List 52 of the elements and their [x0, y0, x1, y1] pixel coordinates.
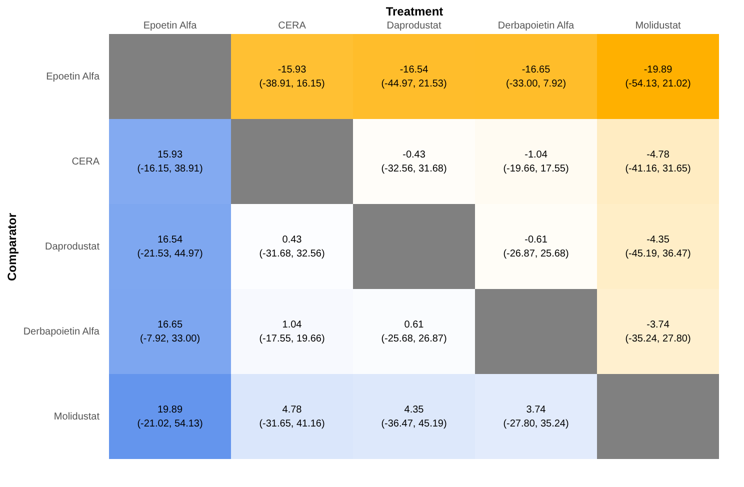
- y-tick-label: CERA: [72, 156, 100, 168]
- annotation: (-31.68, 32.56): [259, 248, 325, 260]
- annotation: (-21.02, 54.13): [137, 418, 203, 430]
- data-label: 16.65: [157, 320, 183, 330]
- x-tick-label: Derbapoietin Alfa: [498, 20, 575, 32]
- x-tick-label: Epoetin Alfa: [143, 20, 198, 32]
- data-label: -19.89: [644, 64, 673, 76]
- annotation: (-21.53, 44.97): [137, 248, 203, 260]
- annotation: (-16.15, 38.91): [137, 164, 203, 174]
- annotation: (-26.87, 25.68): [503, 248, 569, 260]
- data-label: 19.89: [157, 404, 183, 416]
- data-label: -0.43: [402, 150, 426, 160]
- annotation: (-54.13, 21.02): [625, 78, 691, 90]
- annotation: (-44.97, 21.53): [381, 78, 447, 90]
- data-label: 0.61: [404, 320, 424, 330]
- data-label: -16.54: [400, 64, 429, 76]
- data-label: 1.04: [282, 320, 302, 330]
- x-tick-label: Daprodustat: [386, 20, 442, 32]
- annotation: (-7.92, 33.00): [140, 334, 200, 344]
- annotation: (-33.00, 7.92): [506, 78, 566, 90]
- annotation: (-32.56, 31.68): [381, 164, 447, 174]
- y-tick-label: Molidustat: [54, 412, 100, 422]
- data-label: 15.93: [157, 150, 183, 160]
- data-label: -16.65: [522, 64, 551, 76]
- x-axis-title: Treatment: [386, 4, 444, 18]
- data-label: 3.74: [526, 404, 546, 416]
- annotation: (-45.19, 36.47): [625, 248, 691, 260]
- annotation: (-41.16, 31.65): [625, 164, 691, 174]
- y-tick-label: Daprodustat: [45, 242, 100, 252]
- data-label: -1.04: [524, 150, 548, 160]
- y-tick-label: Derbapoietin Alfa: [23, 326, 100, 338]
- x-tick-label: Molidustat: [635, 20, 682, 32]
- y-tick-label: Epoetin Alfa: [46, 72, 100, 82]
- annotation: (-19.66, 17.55): [503, 164, 569, 174]
- data-label: 4.78: [282, 404, 302, 416]
- annotation: (-36.47, 45.19): [381, 418, 447, 430]
- annotation: (-27.80, 35.24): [503, 418, 569, 430]
- y-axis-title: Comparator: [4, 212, 19, 282]
- data-label: -3.74: [646, 320, 670, 330]
- data-label: 4.35: [404, 404, 424, 416]
- data-label: 0.43: [282, 234, 302, 246]
- annotation: (-17.55, 19.66): [259, 334, 325, 344]
- annotation: (-31.65, 41.16): [259, 418, 325, 430]
- data-label: -4.35: [646, 234, 670, 246]
- data-label: -4.78: [646, 150, 670, 160]
- annotation: (-25.68, 26.87): [381, 334, 447, 344]
- data-label: -15.93: [278, 64, 307, 76]
- data-label: -0.61: [524, 234, 548, 246]
- data-label: 16.54: [157, 234, 183, 246]
- x-tick-label: CERA: [278, 20, 306, 32]
- annotation: (-38.91, 16.15): [259, 78, 325, 90]
- annotation: (-35.24, 27.80): [625, 334, 691, 344]
